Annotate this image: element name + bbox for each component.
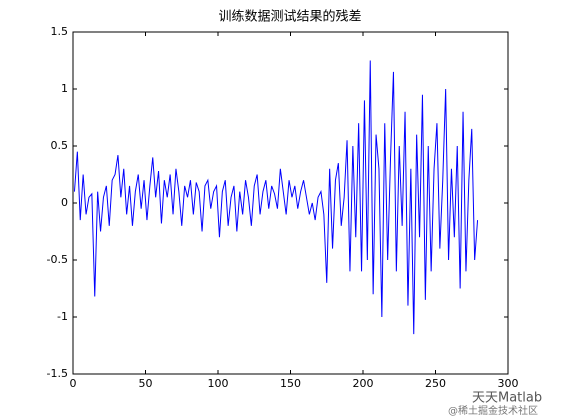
watermark-name: 天天Matlab bbox=[472, 391, 542, 406]
x-tick-label: 100 bbox=[208, 377, 229, 390]
y-tick-label: 0 bbox=[61, 196, 68, 209]
y-tick-label: 1 bbox=[61, 82, 68, 95]
x-tick-label: 300 bbox=[498, 377, 519, 390]
x-tick-label: 50 bbox=[139, 377, 153, 390]
x-tick-label: 150 bbox=[280, 377, 301, 390]
plot-frame bbox=[72, 31, 509, 375]
x-tick-label: 0 bbox=[70, 377, 77, 390]
data-line bbox=[73, 60, 479, 335]
x-tick-label: 250 bbox=[425, 377, 446, 390]
y-tick-label: -0.5 bbox=[47, 253, 68, 266]
y-tick-label: -1.5 bbox=[47, 367, 68, 380]
y-tick-label: 1.5 bbox=[51, 25, 69, 38]
y-tick-label: -1 bbox=[57, 310, 68, 323]
y-tick-label: 0.5 bbox=[51, 139, 69, 152]
x-tick-label: 200 bbox=[353, 377, 374, 390]
chart-title: 训练数据测试结果的残差 bbox=[218, 9, 361, 25]
watermark-source: @稀土掘金技术社区 bbox=[448, 404, 538, 417]
